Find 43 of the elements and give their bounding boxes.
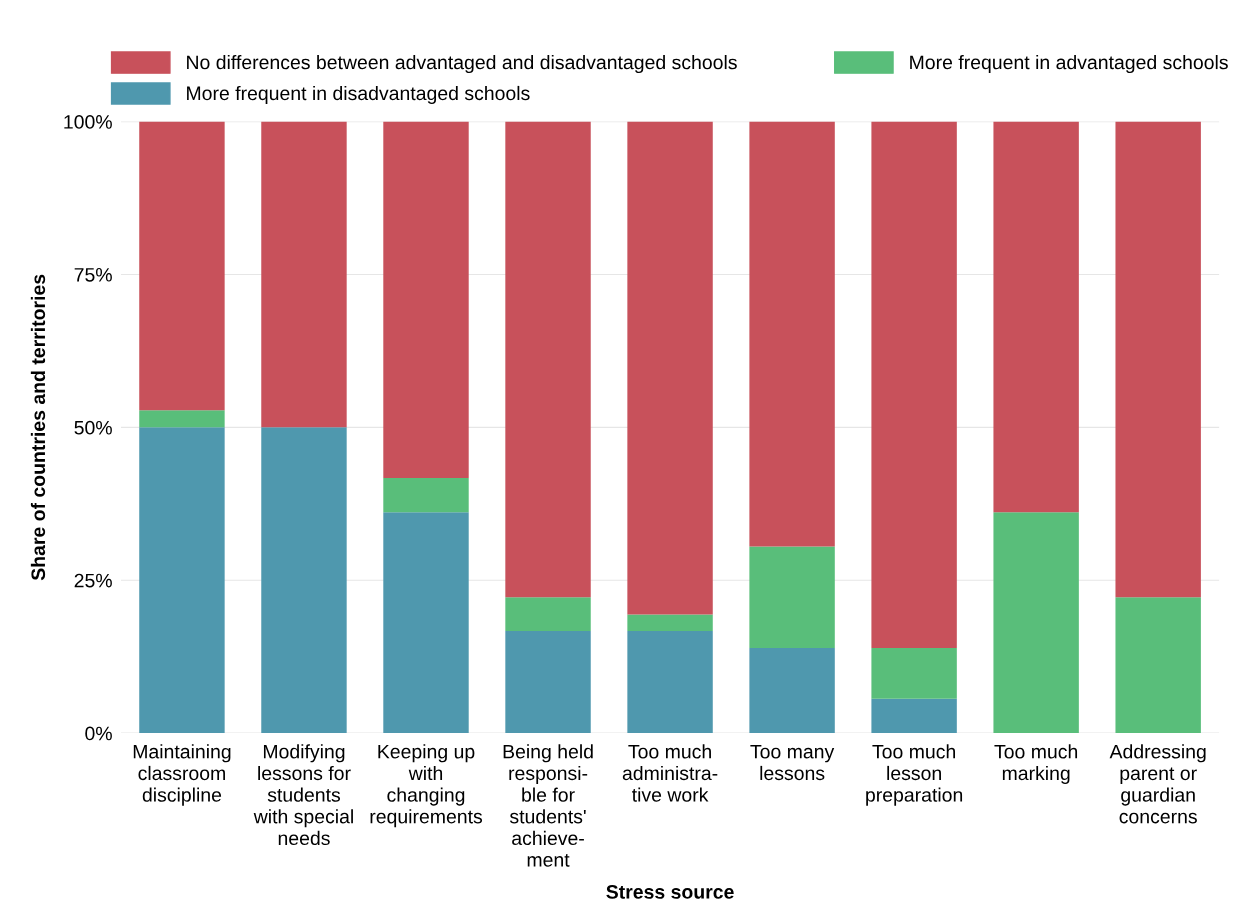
bar [749,546,835,649]
bar [1115,597,1201,734]
x-tick-label: Too much administra- tive work [622,744,718,802]
x-tick-label: Keeping up with changing requirements [370,744,483,828]
bar [261,427,347,734]
bar [749,648,835,734]
y-axis-title: Share of countries and territories [30,274,46,581]
bar [505,630,591,734]
bar [871,648,957,699]
y-tick-label: 50% [74,420,112,435]
bar [139,427,225,734]
bar [139,121,225,411]
bar [139,410,225,428]
legend-label: No differences between advantaged and disadvantaged schools [187,54,737,74]
x-axis-title: Stress source [606,885,734,899]
y-tick-label: 25% [74,573,112,588]
bar [383,478,469,513]
bar [505,597,591,631]
bar [261,121,347,428]
x-tick-label: Maintaining classroom discipline [133,744,231,806]
bar [871,121,957,649]
x-tick-label: Addressing parent or guardian concerns [1109,744,1206,824]
legend-label: More frequent in advantaged schools [910,54,1228,74]
x-tick-label: Being held responsi- ble for students' achieve- ment [503,744,593,867]
x-tick-label: Too much lesson preparation [866,744,963,806]
bar [871,698,957,734]
y-tick-label: 75% [74,268,112,282]
bar [383,512,469,734]
bar [993,121,1079,513]
bar [627,614,713,631]
bar [505,121,591,598]
bar [627,121,713,615]
bar [1115,121,1201,598]
bar [993,512,1079,734]
x-tick-label: Too many lessons [750,744,835,781]
y-tick-label: 100% [64,115,112,129]
legend-label: More frequent in disadvantaged schools [187,85,530,105]
bar [749,121,835,547]
x-tick-label: Too much marking [994,744,1078,784]
y-tick-label: 0% [85,726,112,741]
bar [627,630,713,734]
x-tick-label: Modifying lessons for students with special needs [253,744,353,846]
bar [383,121,469,479]
